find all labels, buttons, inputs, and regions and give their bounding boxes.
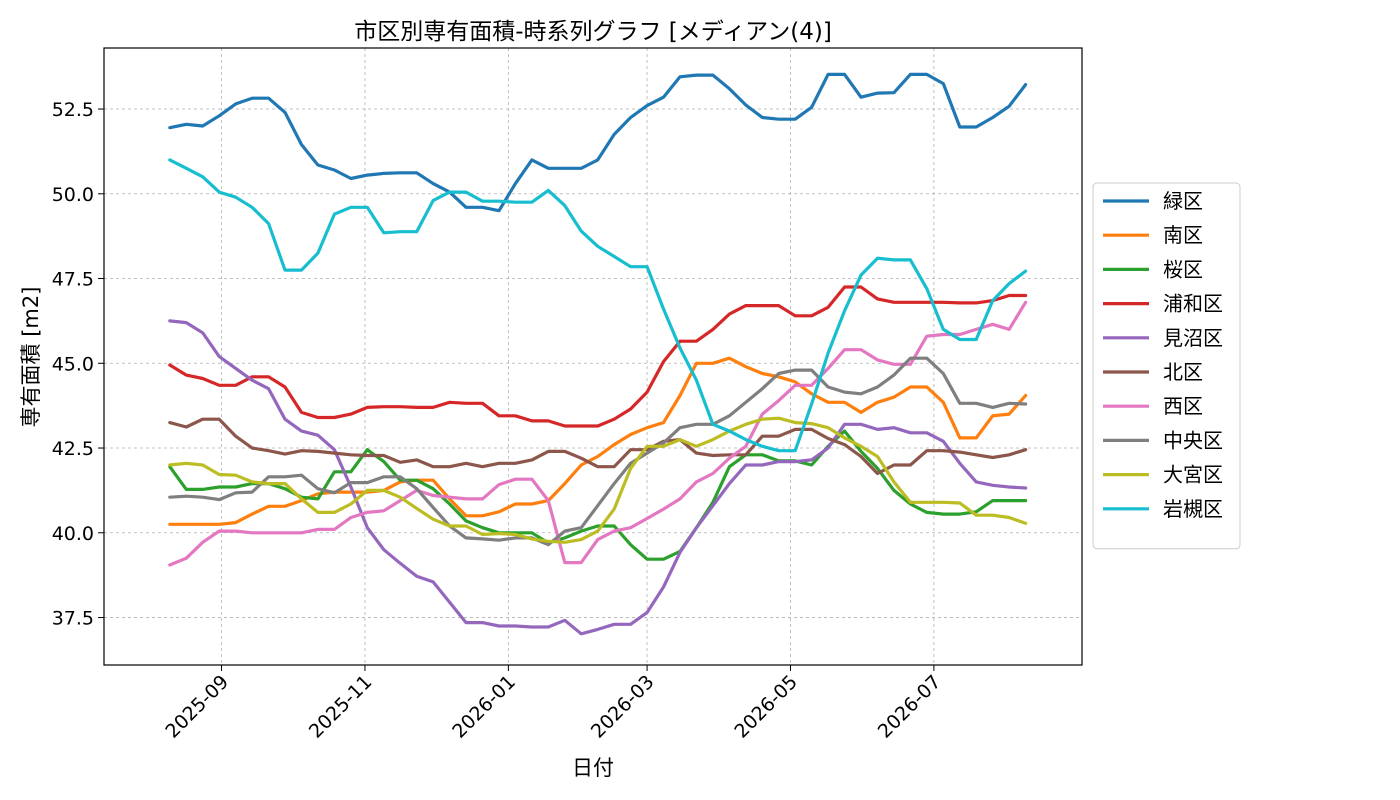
series-line-2 bbox=[168, 356, 1028, 526]
series-line-10 bbox=[168, 158, 1028, 453]
series-line-9 bbox=[168, 416, 1028, 544]
y-tick-label: 52.5 bbox=[52, 99, 94, 121]
y-tick-label: 50.0 bbox=[52, 184, 94, 206]
series-line-1 bbox=[168, 72, 1028, 213]
legend-label: 南区 bbox=[1163, 223, 1203, 247]
legend-label: 緑区 bbox=[1163, 189, 1203, 213]
legend-label: 西区 bbox=[1163, 394, 1203, 418]
chart-title: 市区別専有面積-時系列グラフ [メディアン(4)] bbox=[354, 19, 832, 45]
y-tick-label: 40.0 bbox=[52, 523, 94, 545]
legend-label: 中央区 bbox=[1163, 428, 1223, 452]
y-tick-label: 47.5 bbox=[52, 269, 94, 291]
y-tick-label: 45.0 bbox=[52, 353, 94, 375]
legend-label: 浦和区 bbox=[1163, 292, 1223, 316]
series-line-6 bbox=[168, 417, 1028, 476]
y-axis: 37.5 40.0 42.5 45.0 47.5 50.0 52.5 bbox=[52, 99, 104, 630]
legend-box bbox=[1092, 182, 1241, 550]
series-line-4 bbox=[168, 285, 1028, 428]
legend-label: 見沼区 bbox=[1163, 326, 1223, 350]
series-lines bbox=[168, 72, 1028, 636]
series-line-7 bbox=[168, 300, 1028, 567]
y-axis-label: 専有面積 [m2] bbox=[19, 287, 43, 428]
plot-frame bbox=[103, 47, 1083, 666]
series-line-3 bbox=[168, 429, 1028, 561]
legend-label: 桜区 bbox=[1163, 257, 1203, 281]
series-line-8 bbox=[168, 356, 1028, 547]
y-tick-label: 42.5 bbox=[52, 438, 94, 460]
series-line-5 bbox=[168, 319, 1028, 636]
legend-label: 岩槻区 bbox=[1163, 497, 1223, 521]
legend-label: 大宮区 bbox=[1163, 463, 1223, 487]
y-tick-label: 37.5 bbox=[52, 608, 94, 630]
x-axis-label: 日付 bbox=[572, 756, 614, 780]
legend-label: 北区 bbox=[1163, 360, 1203, 384]
